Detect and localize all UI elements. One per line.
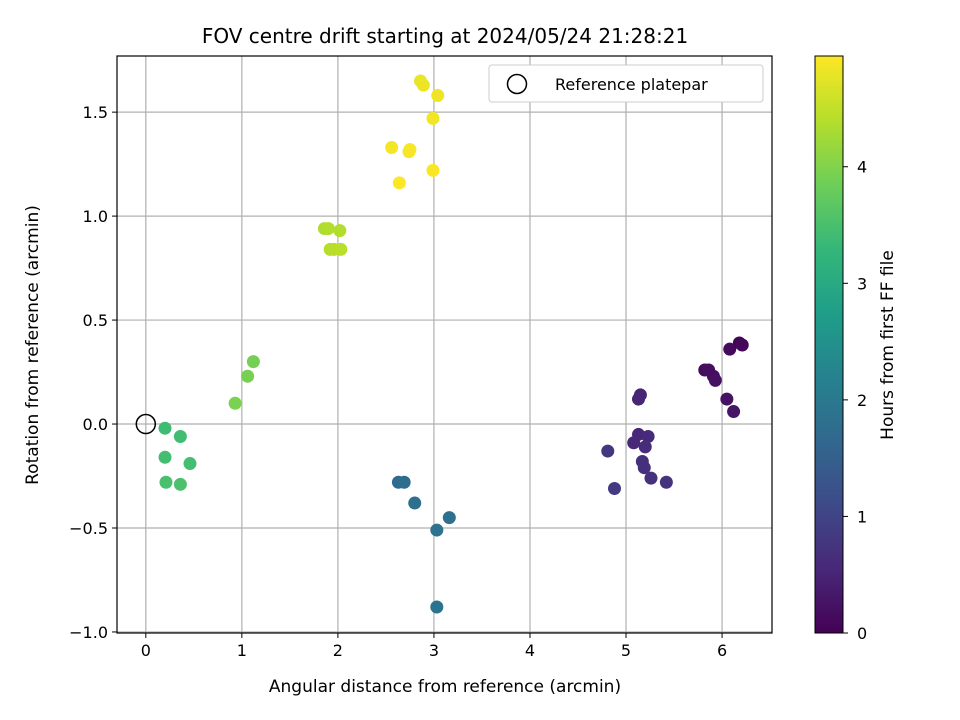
data-point bbox=[173, 477, 187, 491]
data-point bbox=[183, 457, 197, 471]
data-point bbox=[385, 140, 399, 154]
data-point bbox=[735, 338, 749, 352]
y-tick-label: 1.5 bbox=[83, 103, 108, 122]
legend-box bbox=[488, 64, 764, 103]
data-point bbox=[334, 242, 348, 256]
data-point bbox=[408, 496, 422, 510]
data-point bbox=[430, 600, 444, 614]
data-point bbox=[173, 430, 187, 444]
data-point bbox=[246, 355, 260, 369]
reference-point bbox=[135, 413, 157, 435]
x-tick-label: 3 bbox=[429, 641, 439, 660]
data-point bbox=[638, 440, 652, 454]
data-point bbox=[644, 471, 658, 485]
data-point bbox=[430, 523, 444, 537]
grid bbox=[117, 56, 772, 633]
data-point bbox=[601, 444, 615, 458]
x-tick-label: 0 bbox=[141, 641, 151, 660]
data-point bbox=[723, 342, 737, 356]
legend-label: Reference platepar bbox=[555, 75, 708, 94]
data-point bbox=[727, 405, 741, 419]
colorbar-tick-label: 2 bbox=[857, 391, 867, 410]
legend-marker-icon bbox=[506, 73, 528, 95]
data-point bbox=[627, 436, 641, 450]
x-tick-label: 4 bbox=[525, 641, 535, 660]
data-point bbox=[708, 373, 722, 387]
y-tick-label: 0.0 bbox=[83, 415, 108, 434]
data-point bbox=[416, 78, 430, 92]
legend: Reference platepar bbox=[488, 64, 764, 103]
data-point bbox=[442, 511, 456, 525]
data-point bbox=[228, 396, 242, 410]
data-point bbox=[607, 481, 621, 495]
x-tick-label: 1 bbox=[237, 641, 247, 660]
colorbar bbox=[814, 55, 844, 634]
data-point bbox=[241, 369, 255, 383]
data-point bbox=[720, 392, 734, 406]
axes-frame bbox=[116, 55, 773, 634]
colorbar-tick-label: 4 bbox=[857, 158, 867, 177]
points-layer bbox=[158, 74, 749, 614]
data-point bbox=[159, 475, 173, 489]
chart-title: FOV centre drift starting at 2024/05/24 … bbox=[202, 24, 688, 48]
x-tick-label: 6 bbox=[717, 641, 727, 660]
colorbar-tick-label: 1 bbox=[857, 507, 867, 526]
data-point bbox=[632, 392, 646, 406]
y-tick-label: 1.0 bbox=[83, 207, 108, 226]
y-tick-label: −0.5 bbox=[69, 519, 108, 538]
data-point bbox=[397, 475, 411, 489]
data-point bbox=[158, 421, 172, 435]
y-axis-label: Rotation from reference (arcmin) bbox=[23, 205, 43, 485]
data-point bbox=[426, 111, 440, 125]
data-point bbox=[637, 461, 651, 475]
data-point bbox=[402, 145, 416, 159]
colorbar-tick-label: 0 bbox=[857, 624, 867, 643]
data-point bbox=[431, 89, 445, 103]
data-point bbox=[659, 475, 673, 489]
data-point bbox=[641, 430, 655, 444]
data-point bbox=[392, 176, 406, 190]
data-point bbox=[321, 222, 335, 236]
colorbar-ticks: 0 1 2 3 4 bbox=[843, 158, 867, 643]
y-tick-label: 0.5 bbox=[83, 311, 108, 330]
x-axis-label: Angular distance from reference (arcmin) bbox=[269, 677, 621, 697]
data-point bbox=[426, 163, 440, 177]
y-tick-label: −1.0 bbox=[69, 623, 108, 642]
x-tick-label: 5 bbox=[621, 641, 631, 660]
data-point bbox=[158, 450, 172, 464]
colorbar-tick-label: 3 bbox=[857, 274, 867, 293]
x-axis-ticks: 0 1 2 3 4 5 6 bbox=[141, 633, 727, 660]
data-point bbox=[333, 224, 347, 238]
colorbar-label: Hours from first FF file bbox=[878, 250, 898, 440]
y-axis-ticks: −1.0 −0.5 0.0 0.5 1.0 1.5 bbox=[69, 103, 117, 642]
x-tick-label: 2 bbox=[333, 641, 343, 660]
